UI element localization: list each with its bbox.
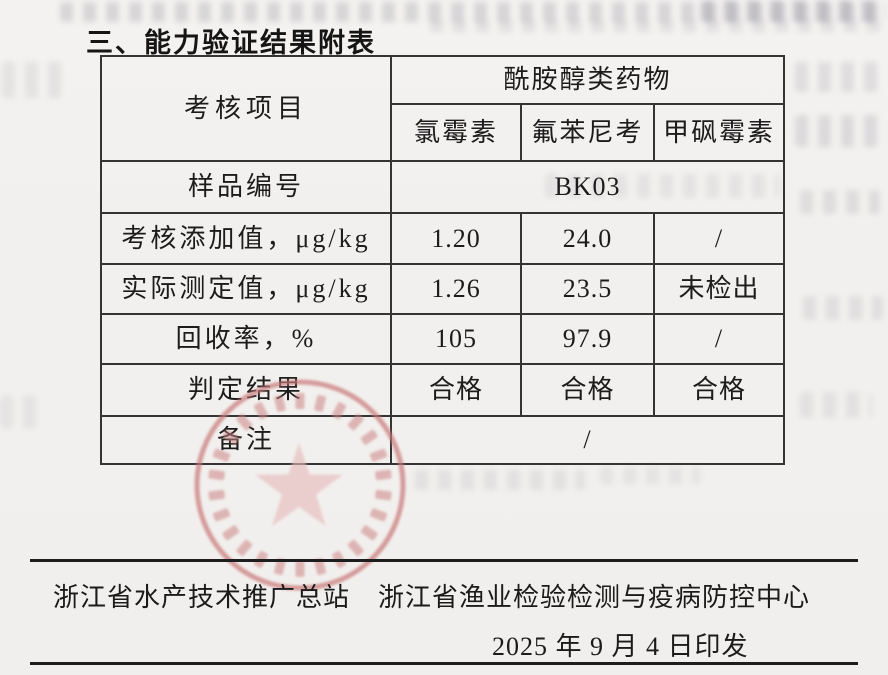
bleed-through-artifact — [415, 470, 585, 490]
value-cell: 合格 — [520, 363, 655, 417]
bleed-through-artifact — [430, 20, 880, 32]
drug-name-cell: 氯霉素 — [390, 103, 522, 162]
table-row: 样品编号 BK03 — [100, 160, 785, 214]
table-row: 实际测定值，μg/kg 1.26 23.5 未检出 — [100, 263, 785, 315]
value-cell: 合格 — [653, 363, 785, 417]
bleed-through-artifact — [800, 392, 872, 418]
table-row: 判定结果 合格 合格 合格 — [100, 363, 785, 417]
footer-org-left: 浙江省水产技术推广总站 — [53, 583, 351, 612]
footer-rule-bottom — [30, 662, 858, 665]
bleed-through-artifact — [600, 467, 700, 484]
table-row: 备注 / — [100, 415, 785, 465]
value-cell: 合格 — [390, 363, 522, 417]
footer-date: 2025 年 9 月 4 日印发 — [492, 632, 749, 661]
row-label-cell: 回收率，% — [100, 313, 392, 365]
footer-org-right: 浙江省渔业检验检测与疫病防控中心 — [378, 583, 811, 612]
page-title: 三、能力验证结果附表 — [86, 28, 376, 58]
value-cell: / — [653, 313, 785, 365]
results-table: 考核项目 酰胺醇类药物 氯霉素 氟苯尼考 甲砜霉素 样品编号 BK03 考核添加… — [100, 55, 785, 465]
table-row: 考核项目 酰胺醇类药物 — [100, 55, 785, 162]
value-cell: 未检出 — [653, 263, 785, 315]
table-row: 考核添加值，μg/kg 1.20 24.0 / — [100, 212, 785, 265]
header-item-cell: 考核项目 — [100, 55, 392, 162]
table-row: 氯霉素 氟苯尼考 甲砜霉素 — [101, 103, 785, 162]
value-cell: 24.0 — [520, 212, 655, 265]
drug-class-header-cell: 酰胺醇类药物 — [390, 55, 785, 105]
bleed-through-artifact — [2, 62, 62, 98]
row-label-cell: 样品编号 — [100, 160, 392, 214]
bleed-through-artifact — [803, 296, 883, 320]
footer-organizations: 浙江省水产技术推广总站 浙江省渔业检验检测与疫病防控中心 — [53, 577, 853, 614]
value-cell: 105 — [390, 313, 522, 365]
bleed-through-artifact — [795, 115, 880, 147]
bleed-through-artifact — [795, 62, 885, 92]
value-cell: 1.20 — [390, 212, 522, 265]
footer-rule-top — [30, 559, 858, 562]
bleed-through-artifact — [800, 190, 880, 214]
value-cell: 97.9 — [520, 313, 655, 365]
remark-cell: / — [390, 415, 785, 465]
table-row: 回收率，% 105 97.9 / — [100, 313, 785, 365]
row-label-cell: 考核添加值，μg/kg — [100, 212, 392, 265]
row-label-cell: 备注 — [100, 415, 392, 465]
value-cell: 23.5 — [520, 263, 655, 315]
drug-name-cell: 甲砜霉素 — [653, 103, 785, 162]
bleed-through-artifact — [60, 2, 880, 22]
row-label-cell: 实际测定值，μg/kg — [100, 263, 392, 315]
drug-name-cell: 氟苯尼考 — [520, 103, 655, 162]
sample-id-cell: BK03 — [390, 160, 785, 214]
bleed-through-artifact — [700, 0, 885, 22]
value-cell: 1.26 — [390, 263, 522, 315]
bleed-through-artifact — [0, 396, 42, 428]
value-cell: / — [653, 212, 785, 265]
row-label-cell: 判定结果 — [100, 363, 392, 417]
